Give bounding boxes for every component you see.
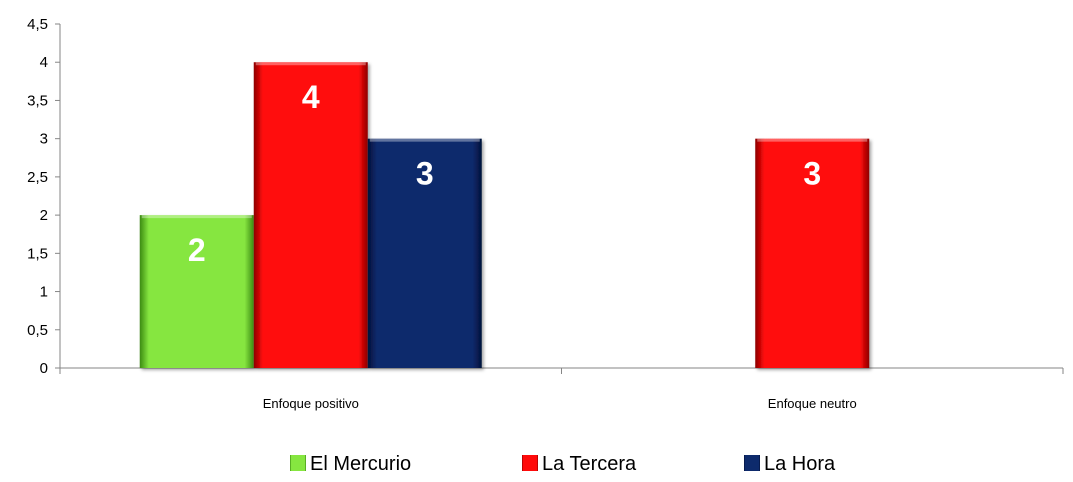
legend-label: La Tercera xyxy=(542,453,637,475)
bar-highlight xyxy=(255,62,366,66)
bar-el-mercurio xyxy=(139,215,254,368)
y-tick-label: 4 xyxy=(40,54,48,71)
bar-la-tercera xyxy=(253,62,368,368)
legend-label: La Hora xyxy=(764,453,836,475)
x-category-label: Enfoque neutro xyxy=(768,396,857,411)
y-tick-label: 2,5 xyxy=(27,169,48,186)
legend-swatch-el-mercurio xyxy=(290,455,306,471)
data-label: 3 xyxy=(803,156,821,192)
y-tick-label: 0 xyxy=(40,360,48,377)
bar-highlight xyxy=(757,138,868,142)
bar-highlight xyxy=(141,215,252,219)
legend-swatch-la-tercera xyxy=(522,455,538,471)
y-tick-label: 2 xyxy=(40,207,48,224)
legend: El Mercurio La Tercera La Hora xyxy=(290,453,836,475)
y-tick-label: 1,5 xyxy=(27,245,48,262)
plot-area: 0 0,5 1 1,5 2 2,5 3 3,5 4 4,5 Enfoque positivo 2 4 3 E… xyxy=(27,16,1064,411)
y-tick-label: 3,5 xyxy=(27,92,48,109)
legend-label: El Mercurio xyxy=(310,453,411,475)
y-tick-label: 0,5 xyxy=(27,322,48,339)
data-label: 4 xyxy=(302,79,320,115)
y-tick-label: 1 xyxy=(40,284,48,301)
x-category-label: Enfoque positivo xyxy=(263,396,359,411)
bar-highlight xyxy=(369,138,480,142)
y-tick-label: 4,5 xyxy=(27,16,48,33)
y-tick-label: 3 xyxy=(40,131,48,148)
bar-la-hora xyxy=(367,138,482,368)
data-label: 2 xyxy=(188,232,206,268)
legend-swatch-la-hora xyxy=(744,455,760,471)
bar-la-tercera xyxy=(755,138,870,368)
data-label: 3 xyxy=(416,156,434,192)
